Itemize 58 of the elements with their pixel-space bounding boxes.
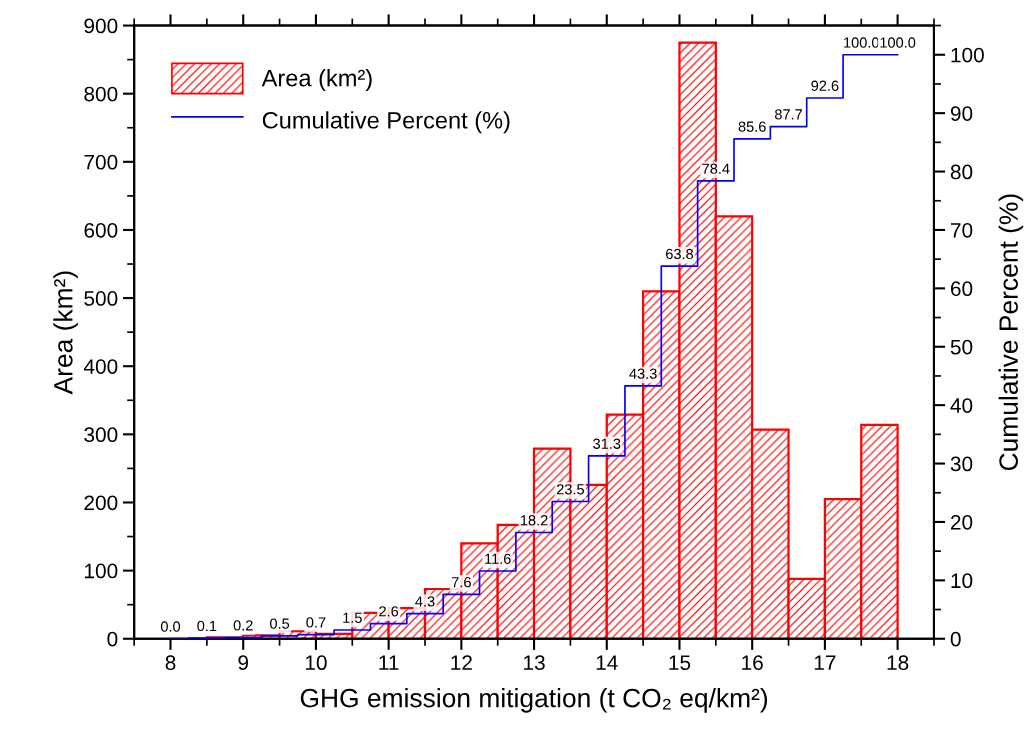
y2-tick-label: 0 bbox=[950, 631, 961, 647]
y2-tick-label: 70 bbox=[951, 222, 973, 238]
data-label: 63.8 bbox=[666, 248, 694, 260]
y-tick-label: 700 bbox=[84, 154, 118, 170]
y2-tick-label: 50 bbox=[950, 339, 973, 355]
x-tick-label: 11 bbox=[379, 655, 399, 670]
y-tick-label: 100 bbox=[85, 563, 118, 579]
data-label: 0.5 bbox=[270, 618, 290, 629]
data-label: 43.3 bbox=[629, 368, 657, 379]
legend-label: Area (km²) bbox=[261, 69, 372, 92]
data-label: 18.2 bbox=[520, 515, 548, 526]
data-label: 4.3 bbox=[415, 596, 435, 607]
y-tick-label: 200 bbox=[84, 495, 118, 511]
x-tick-label: 18 bbox=[887, 655, 909, 671]
y2-tick-label: 100 bbox=[951, 47, 984, 63]
y-tick-label: 900 bbox=[84, 18, 118, 34]
data-label: 0.0 bbox=[160, 621, 181, 632]
x-tick-label: 16 bbox=[742, 655, 763, 671]
data-label: 0.2 bbox=[233, 620, 253, 631]
data-label: 2.6 bbox=[379, 606, 399, 617]
data-label: 100.0 bbox=[880, 37, 916, 48]
x-tick-label: 10 bbox=[305, 655, 327, 671]
data-label: 11.6 bbox=[485, 553, 511, 564]
data-label: 100.0 bbox=[844, 37, 879, 48]
data-label: 92.6 bbox=[811, 80, 839, 91]
y-tick-label: 500 bbox=[84, 291, 118, 306]
x-axis-title: GHG emission mitigation (t CO₂ eq/km²) bbox=[300, 688, 768, 713]
y-tick-label: 300 bbox=[84, 427, 118, 443]
data-label: 1.5 bbox=[343, 612, 362, 623]
y2-tick-label: 40 bbox=[950, 398, 973, 413]
y2-tick-label: 10 bbox=[951, 573, 973, 589]
x-tick-label: 13 bbox=[524, 655, 545, 671]
data-label: 31.3 bbox=[593, 438, 621, 449]
y2-tick-label: 90 bbox=[950, 106, 973, 121]
x-tick-label: 12 bbox=[451, 655, 472, 670]
x-tick-label: 9 bbox=[238, 655, 249, 671]
x-tick-label: 8 bbox=[165, 655, 176, 671]
legend-label: Cumulative Percent (%) bbox=[262, 111, 510, 134]
x-tick-label: 15 bbox=[669, 655, 691, 671]
y-axis-title: Area (km²) bbox=[53, 271, 78, 395]
y2-tick-label: 30 bbox=[950, 456, 973, 472]
x-tick-label: 14 bbox=[596, 655, 618, 670]
y2-tick-label: 60 bbox=[950, 281, 973, 297]
data-label: 7.6 bbox=[451, 576, 471, 588]
data-label: 0.1 bbox=[197, 620, 217, 632]
y-tick-label: 800 bbox=[84, 86, 118, 102]
y-tick-label: 0 bbox=[107, 631, 118, 647]
y2-axis-title: Cumulative Percent (%) bbox=[998, 194, 1024, 471]
x-tick-label: 17 bbox=[814, 655, 836, 670]
y2-tick-label: 80 bbox=[950, 164, 973, 180]
data-label: 85.6 bbox=[738, 121, 766, 132]
y2-tick-label: 20 bbox=[950, 514, 973, 530]
y-tick-label: 600 bbox=[84, 222, 118, 238]
data-label: 78.4 bbox=[702, 163, 730, 174]
data-label: 0.7 bbox=[306, 617, 326, 628]
data-label: 87.7 bbox=[774, 109, 802, 120]
y-tick-label: 400 bbox=[83, 359, 118, 374]
data-label: 23.5 bbox=[556, 484, 584, 495]
